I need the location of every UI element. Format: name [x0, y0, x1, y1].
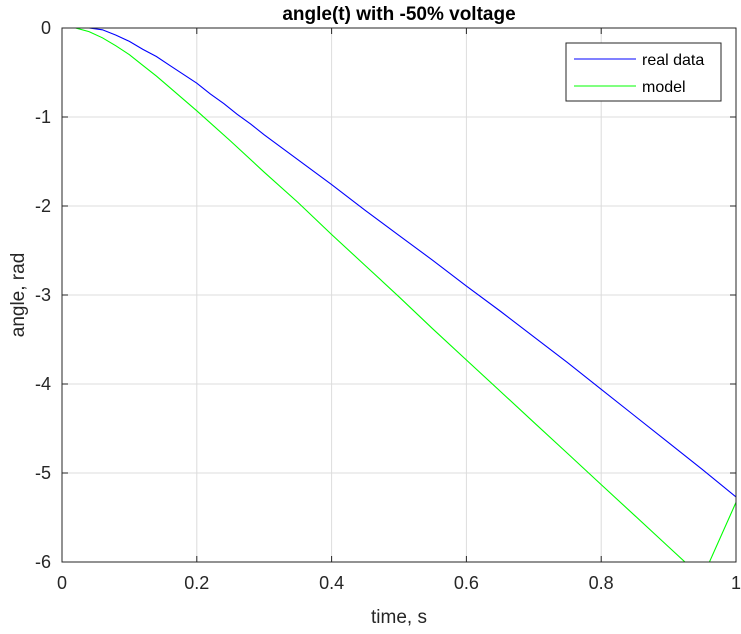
series-line-real-data [62, 28, 736, 498]
x-tick-label: 0.6 [454, 573, 479, 593]
x-axis-label: time, s [371, 607, 427, 628]
y-tick-label: -1 [35, 107, 51, 127]
x-tick-label: 0.2 [184, 573, 209, 593]
y-tick-label: -3 [35, 285, 51, 305]
x-tick-label: 1 [731, 573, 741, 593]
legend-label-real-data: real data [642, 52, 704, 69]
legend: real data model [565, 42, 722, 102]
legend-label-model: model [642, 79, 686, 96]
x-tick-label: 0.8 [589, 573, 614, 593]
chart-title: angle(t) with -50% voltage [282, 4, 515, 25]
series-line-model [62, 28, 736, 562]
y-tick-label: -2 [35, 196, 51, 216]
ticks: 0 0.2 0.4 0.6 0.8 1 -6 -5 -4 -3 -2 -1 0 [35, 18, 741, 593]
series-layer [62, 28, 736, 562]
y-tick-label: -4 [35, 374, 51, 394]
y-tick-label: 0 [41, 18, 51, 38]
legend-box [565, 42, 722, 102]
y-axis-label: angle, rad [8, 253, 29, 338]
y-tick-label: -6 [35, 552, 51, 572]
y-tick-label: -5 [35, 463, 51, 483]
x-tick-label: 0.4 [319, 573, 344, 593]
x-tick-label: 0 [57, 573, 67, 593]
